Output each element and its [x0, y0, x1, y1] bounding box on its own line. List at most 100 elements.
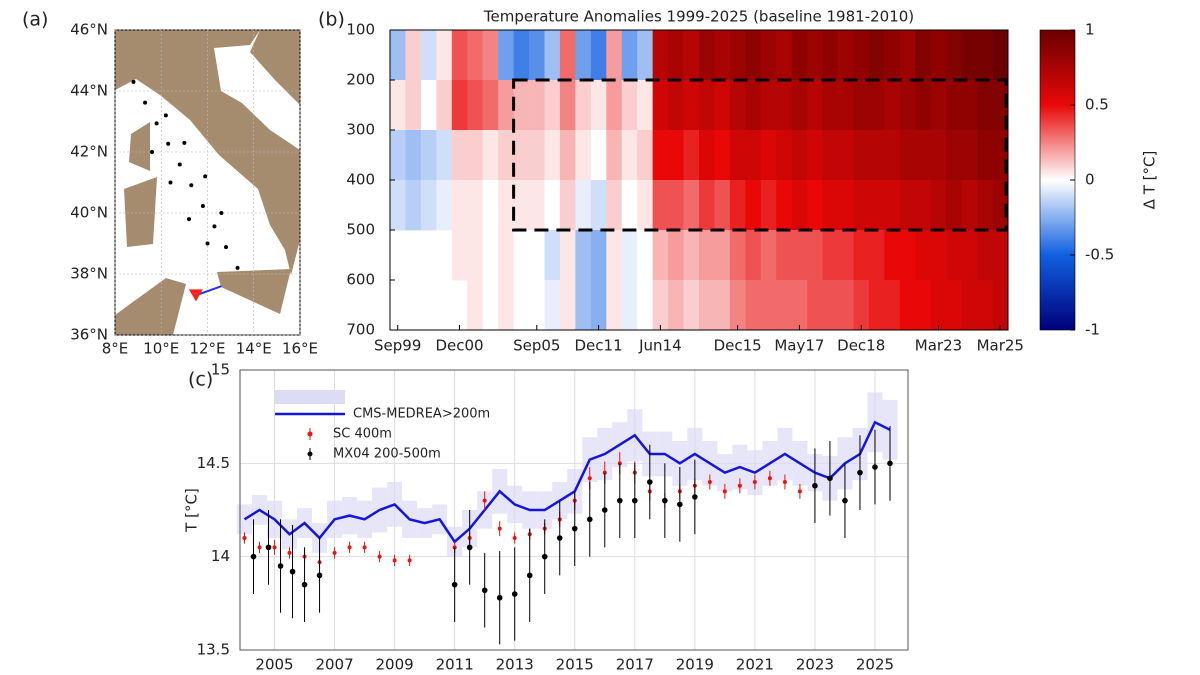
- heat-cell: [482, 180, 499, 231]
- heat-cell: [977, 130, 993, 181]
- heat-cell: [838, 30, 854, 81]
- heat-cell: [838, 80, 854, 131]
- heat-cell: [683, 130, 700, 181]
- data-point: [767, 476, 772, 481]
- heat-cell: [451, 80, 468, 131]
- heat-cell: [946, 280, 963, 331]
- heat-cell: [776, 130, 793, 181]
- data-point: [541, 553, 548, 560]
- heat-cell: [853, 130, 870, 181]
- data-point: [587, 476, 592, 481]
- y-tick-label: 14: [211, 547, 230, 565]
- x-tick-label: Dec11: [575, 337, 623, 355]
- heat-cell: [776, 30, 793, 81]
- heat-cell: [977, 280, 993, 331]
- heat-cell: [930, 180, 947, 231]
- heat-cell: [575, 30, 592, 81]
- x-tick-label: Mar25: [977, 337, 1024, 355]
- heat-cell: [977, 80, 993, 131]
- heat-cell: [807, 80, 823, 131]
- track-point: [143, 100, 148, 105]
- heat-cell: [838, 230, 854, 281]
- heat-cell: [807, 30, 823, 81]
- heat-cell: [498, 180, 514, 231]
- track-point: [154, 121, 159, 126]
- heat-cell: [853, 80, 870, 131]
- heat-cell: [884, 80, 901, 131]
- heat-cell: [760, 180, 777, 231]
- colorbar-tick-label: -1: [1085, 321, 1100, 339]
- heat-cell: [482, 130, 499, 181]
- series-line: [243, 420, 891, 544]
- data-point: [301, 581, 308, 588]
- heat-cell: [529, 280, 545, 331]
- panel-label: (b): [318, 9, 345, 31]
- heat-cell: [420, 80, 437, 131]
- data-point: [332, 550, 337, 555]
- heat-cell: [606, 30, 623, 81]
- heat-cell: [760, 30, 777, 81]
- heat-cell: [436, 80, 453, 131]
- heat-cell: [652, 230, 669, 281]
- heat-cell: [621, 280, 638, 331]
- data-point: [616, 497, 623, 504]
- heat-cell: [992, 80, 1009, 131]
- data-point: [631, 497, 638, 504]
- data-point: [677, 501, 683, 508]
- data-point: [571, 525, 578, 532]
- x-tick-label: Sep99: [374, 337, 421, 355]
- heat-cell: [884, 30, 901, 81]
- data-point: [737, 483, 742, 488]
- heat-cell: [405, 30, 422, 81]
- heat-cell: [529, 80, 545, 131]
- heat-cell: [482, 280, 499, 331]
- heat-cell: [621, 30, 638, 81]
- heat-cell: [838, 280, 854, 331]
- heat-cell: [637, 130, 654, 181]
- heat-cell: [590, 30, 607, 81]
- heat-cell: [729, 280, 746, 331]
- heat-cell: [729, 80, 746, 131]
- x-tick-label: 2013: [496, 656, 534, 674]
- heat-cell: [899, 80, 916, 131]
- heat-cell: [451, 130, 468, 181]
- heat-cell: [683, 230, 700, 281]
- heat-cell: [637, 30, 654, 81]
- heat-cell: [838, 130, 854, 181]
- heat-cell: [467, 280, 484, 331]
- data-point: [250, 553, 257, 560]
- colorbar-tick-label: 0: [1085, 171, 1095, 189]
- heat-cell: [390, 30, 406, 81]
- heat-cell: [544, 230, 561, 281]
- heat-cell: [652, 30, 669, 81]
- heat-cell: [745, 80, 762, 131]
- data-point: [752, 480, 757, 484]
- heat-cell: [961, 280, 978, 331]
- heat-cell: [760, 280, 777, 331]
- data-point: [812, 482, 818, 489]
- heat-cell: [405, 80, 422, 131]
- y-tick-label: 15: [211, 361, 230, 379]
- heat-cell: [544, 80, 561, 131]
- heat-cell: [498, 230, 514, 281]
- heat-cell: [513, 130, 530, 181]
- heat-cell: [420, 180, 437, 231]
- y-tick-label: 200: [346, 71, 375, 89]
- heat-cell: [575, 230, 592, 281]
- y-tick-label: 44°N: [70, 82, 108, 100]
- heat-cell: [776, 230, 793, 281]
- heat-cell: [451, 230, 468, 281]
- x-tick-label: 2009: [376, 656, 414, 674]
- legend-swatch: [307, 431, 313, 437]
- data-point: [272, 545, 277, 550]
- track-point: [189, 183, 194, 188]
- heat-cell: [992, 130, 1009, 181]
- heat-cell: [451, 30, 468, 81]
- track-point: [187, 217, 191, 222]
- heat-cell: [529, 230, 545, 281]
- heat-cell: [668, 180, 684, 231]
- track-point: [177, 162, 182, 167]
- y-tick-label: 600: [346, 271, 375, 289]
- data-point: [662, 497, 668, 504]
- heat-cell: [714, 130, 731, 181]
